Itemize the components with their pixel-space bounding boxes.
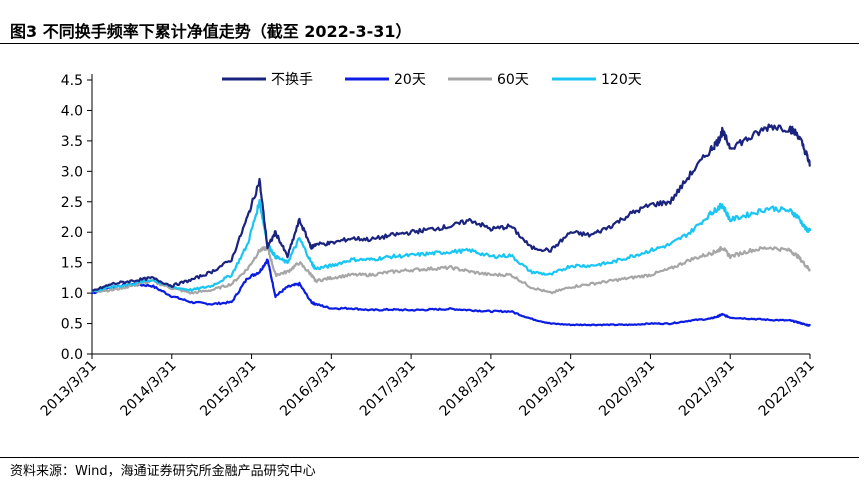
legend-label-no-turnover: 不换手 <box>271 71 313 88</box>
y-tick-label: 1.5 <box>61 256 83 272</box>
axes: 0.0 0.5 1.0 1.5 2.0 2.5 3.0 3.5 4.0 4.5 2013/3/31 2… <box>38 73 818 420</box>
x-tick-label: 2014/3/31 <box>118 358 180 420</box>
title-divider <box>0 43 859 44</box>
y-tick-label: 4.0 <box>61 103 83 119</box>
y-tick-label: 3.0 <box>61 164 83 180</box>
y-tick-label: 0.5 <box>61 317 83 333</box>
x-tick-label: 2019/3/31 <box>516 358 578 420</box>
y-tick-label: 0.0 <box>61 347 83 363</box>
x-tick-label: 2021/3/31 <box>676 358 738 420</box>
x-tick-label: 2013/3/31 <box>38 358 100 420</box>
legend-label-120d: 120天 <box>601 72 642 88</box>
series-20d <box>91 258 811 327</box>
x-tick-label: 2017/3/31 <box>357 358 419 420</box>
y-tick-label: 2.5 <box>61 195 83 211</box>
x-tick-label: 2015/3/31 <box>197 358 259 420</box>
y-tick-label: 3.5 <box>61 134 83 150</box>
source-divider <box>0 457 859 458</box>
y-tick-label: 1.0 <box>61 286 83 302</box>
x-tick-label: 2020/3/31 <box>596 358 658 420</box>
legend: 不换手 20天 60天 120天 <box>222 71 642 88</box>
x-tick-label: 2018/3/31 <box>437 358 499 420</box>
series-layer <box>91 123 812 327</box>
series-60d <box>92 245 811 295</box>
series-120d <box>91 199 812 293</box>
y-tick-label: 2.0 <box>61 225 83 241</box>
legend-label-60d: 60天 <box>497 72 529 88</box>
series-no-turnover <box>92 123 811 292</box>
chart-title: 图3 不同换手频率下累计净值走势（截至 2022-3-31） <box>10 22 412 41</box>
legend-label-20d: 20天 <box>394 72 426 88</box>
source-note: 资料来源：Wind，海通证券研究所金融产品研究中心 <box>10 464 316 479</box>
x-tick-label: 2022/3/31 <box>756 358 818 420</box>
x-tick-label: 2016/3/31 <box>277 358 339 420</box>
y-tick-label: 4.5 <box>61 73 83 89</box>
